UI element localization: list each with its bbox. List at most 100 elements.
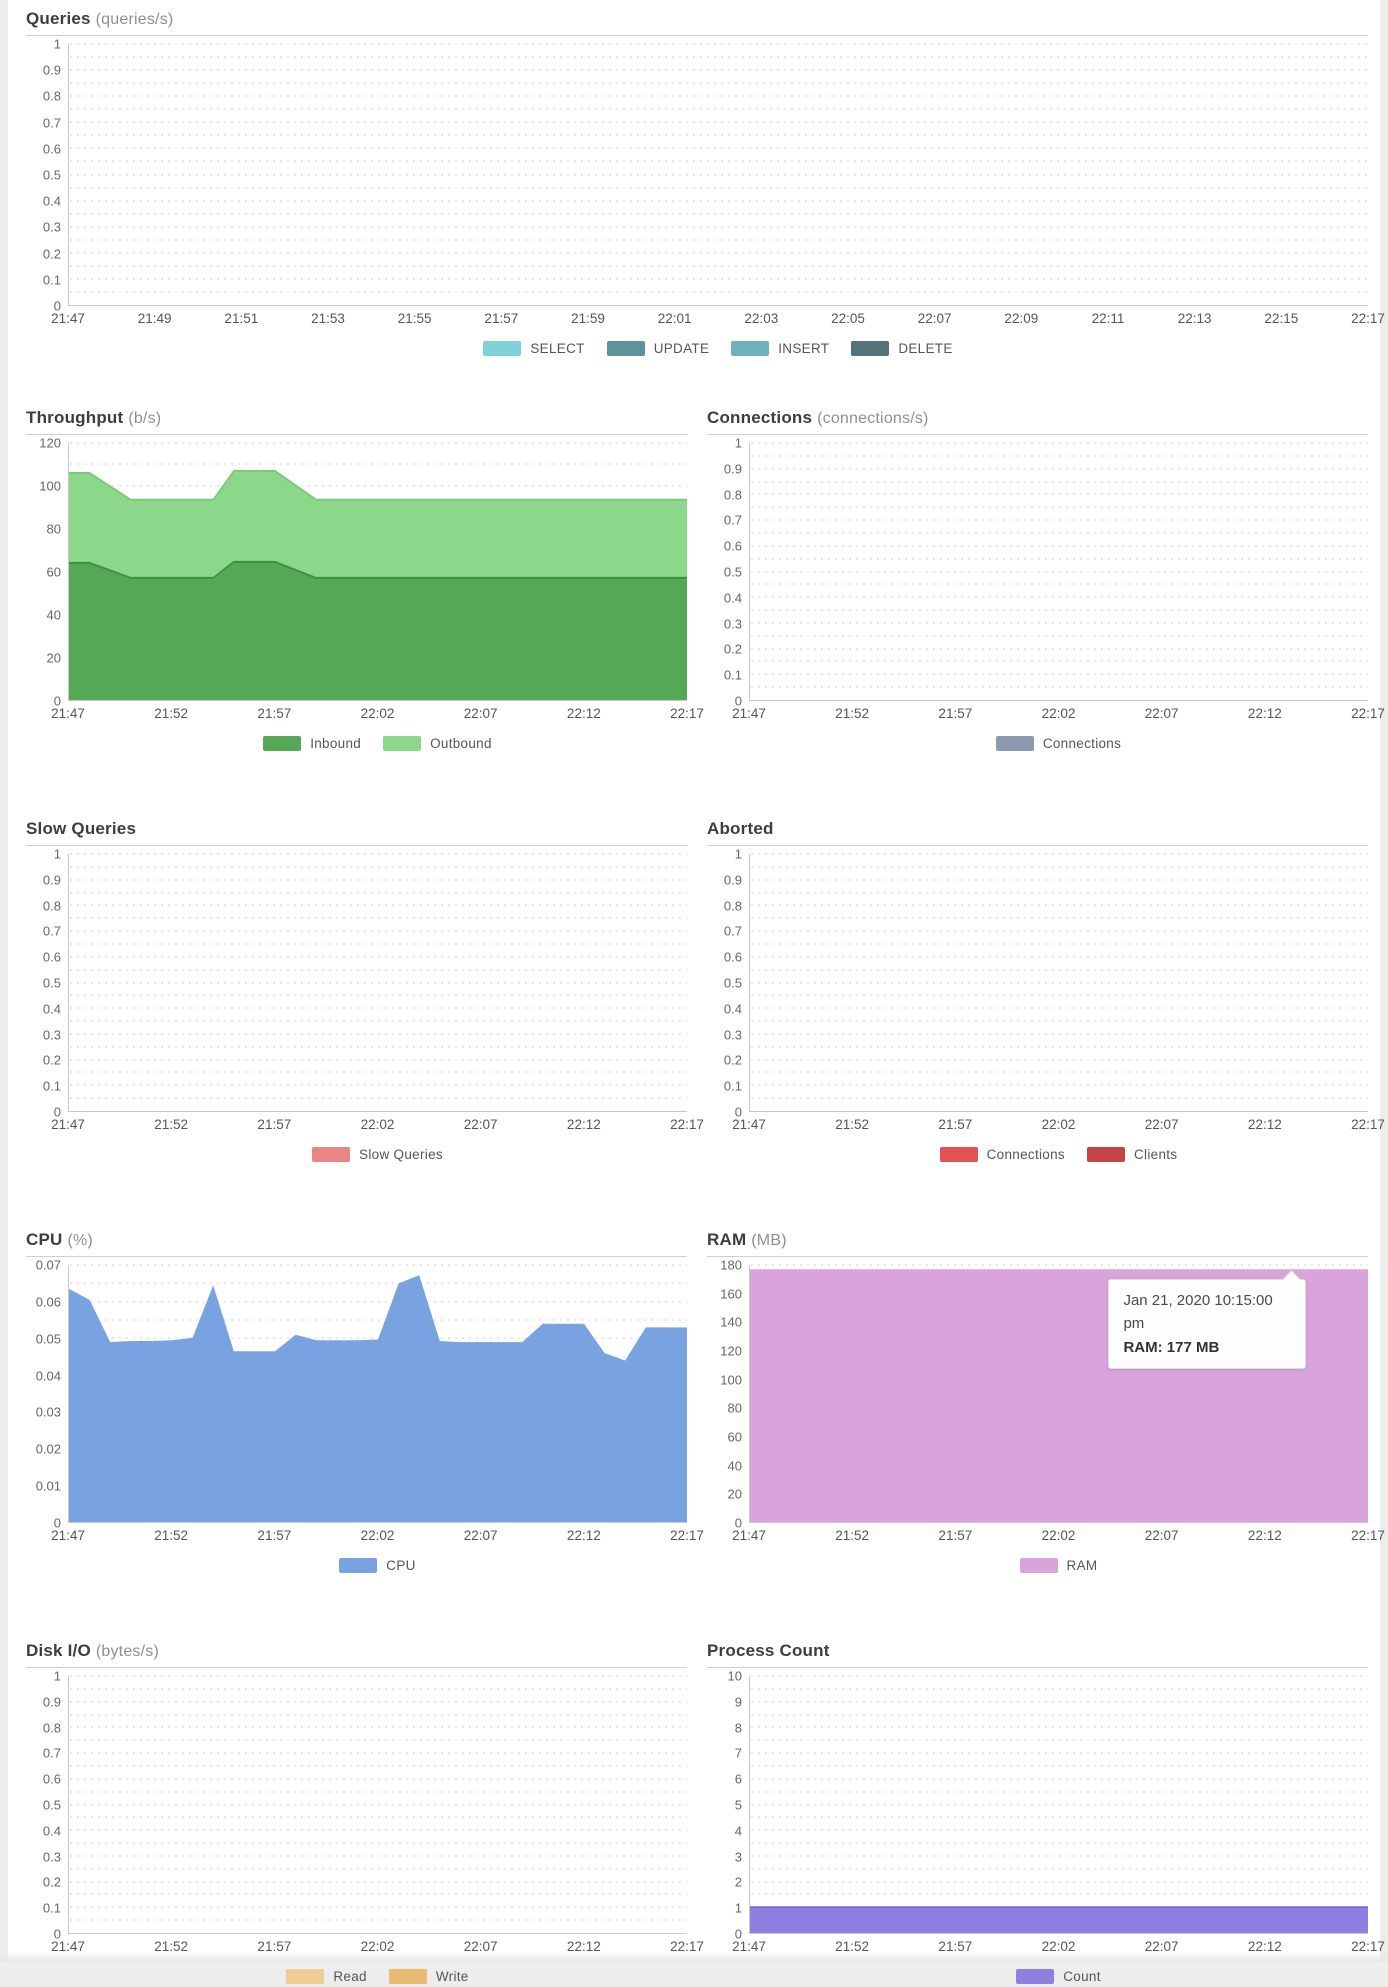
y-tick-label: 0.8 bbox=[42, 88, 61, 104]
x-tick-label: 22:05 bbox=[831, 311, 865, 326]
legend-item-update[interactable]: UPDATE bbox=[606, 341, 710, 356]
legend-item-read[interactable]: Read bbox=[286, 1969, 367, 1984]
legend-swatch bbox=[388, 1969, 427, 1984]
plot-area[interactable]: Jan 21, 2020 10:15:00 pm RAM: 177 MB bbox=[749, 1264, 1368, 1523]
chart-cpu: CPU (%) 0.07 0.06 0.05 0.04 0.03 0.02 0.01 0 21… bbox=[26, 1225, 704, 1576]
plot-row: 10 9 8 7 6 5 4 3 2 1 0 bbox=[707, 1670, 1368, 1941]
plot-area[interactable] bbox=[68, 43, 1368, 306]
y-tick-label: 60 bbox=[46, 564, 61, 580]
chart-title: Process Count bbox=[707, 1636, 1368, 1668]
x-tick-label: 22:17 bbox=[1351, 1528, 1385, 1543]
y-tick-label: 0.8 bbox=[42, 1720, 61, 1736]
x-tick-label: 22:17 bbox=[670, 706, 704, 721]
chart-row-5: Disk I/O (bytes/s) 1 0.9 0.8 0.7 0.6 0.5 0.4 0.… bbox=[26, 1636, 1385, 1987]
x-tick-label: 22:07 bbox=[463, 706, 498, 721]
chart-title: Queries (queries/s) bbox=[26, 4, 1368, 36]
y-tick-label: 0.1 bbox=[42, 1900, 61, 1916]
x-tick-label: 21:57 bbox=[938, 706, 973, 721]
x-tick-label: 22:11 bbox=[1091, 311, 1125, 326]
x-tick-label: 21:52 bbox=[154, 706, 189, 721]
legend-item-inbound[interactable]: Inbound bbox=[263, 736, 361, 751]
plot-area[interactable] bbox=[749, 853, 1368, 1112]
x-tick-label: 21:57 bbox=[484, 311, 519, 326]
legend-item-cpu[interactable]: CPU bbox=[339, 1558, 415, 1573]
y-tick-label: 0.8 bbox=[723, 898, 742, 914]
y-tick-label: 0 bbox=[53, 1104, 61, 1120]
legend-item-select[interactable]: SELECT bbox=[483, 341, 584, 356]
x-tick-label: 21:57 bbox=[938, 1939, 973, 1954]
plot-area[interactable] bbox=[68, 442, 687, 701]
legend-label: UPDATE bbox=[653, 341, 710, 356]
y-tick-label: 0 bbox=[734, 1104, 742, 1120]
y-tick-label: 100 bbox=[720, 1372, 742, 1388]
x-axis-labels: 21:47 21:52 21:57 22:02 22:07 22:12 22:17 bbox=[51, 1117, 704, 1139]
x-tick-label: 22:07 bbox=[463, 1117, 498, 1132]
y-axis-labels: 10 9 8 7 6 5 4 3 2 1 0 bbox=[707, 1670, 749, 1941]
legend-item-count[interactable]: Count bbox=[1016, 1969, 1101, 1984]
chart-title: Slow Queries bbox=[26, 814, 687, 846]
legend-item-ram[interactable]: RAM bbox=[1019, 1558, 1098, 1573]
series-area-inbound bbox=[69, 561, 687, 700]
y-tick-label: 0.5 bbox=[723, 975, 742, 991]
y-tick-label: 1 bbox=[53, 846, 61, 862]
legend-item-write[interactable]: Write bbox=[388, 1969, 469, 1984]
chart-title: Connections (connections/s) bbox=[707, 403, 1368, 435]
x-tick-label: 22:07 bbox=[1144, 1528, 1179, 1543]
legend-item-connections[interactable]: Connections bbox=[939, 1147, 1065, 1162]
y-tick-label: 0.1 bbox=[723, 1078, 742, 1094]
y-tick-label: 0.05 bbox=[35, 1331, 61, 1347]
chart-row-4: CPU (%) 0.07 0.06 0.05 0.04 0.03 0.02 0.01 0 21… bbox=[26, 1225, 1385, 1576]
x-tick-label: 22:17 bbox=[670, 1117, 704, 1132]
chart-title: Aborted bbox=[707, 814, 1368, 846]
y-tick-label: 0.2 bbox=[723, 1052, 742, 1068]
y-axis-labels: 1 0.9 0.8 0.7 0.6 0.5 0.4 0.3 0.2 0.1 0 bbox=[26, 38, 68, 313]
legend-swatch bbox=[263, 736, 302, 751]
x-tick-label: 21:57 bbox=[257, 1528, 292, 1543]
x-tick-label: 22:12 bbox=[566, 1117, 601, 1132]
y-tick-label: 0.2 bbox=[723, 641, 742, 657]
legend-item-outbound[interactable]: Outbound bbox=[383, 736, 492, 751]
y-tick-label: 0.5 bbox=[723, 564, 742, 580]
x-tick-label: 22:02 bbox=[360, 1117, 395, 1132]
legend-item-insert[interactable]: INSERT bbox=[731, 341, 829, 356]
x-tick-label: 21:47 bbox=[732, 1117, 766, 1132]
y-tick-label: 8 bbox=[734, 1720, 742, 1736]
x-tick-label: 21:47 bbox=[51, 1528, 85, 1543]
x-tick-label: 22:17 bbox=[1351, 1117, 1385, 1132]
chart-disk-io: Disk I/O (bytes/s) 1 0.9 0.8 0.7 0.6 0.5 0.4 0.… bbox=[26, 1636, 704, 1987]
legend-item-slow-queries[interactable]: Slow Queries bbox=[312, 1147, 443, 1162]
series-line-inbound bbox=[69, 560, 687, 579]
y-tick-label: 0.4 bbox=[42, 1823, 61, 1839]
plot-area[interactable] bbox=[68, 853, 687, 1112]
plot-area[interactable] bbox=[749, 442, 1368, 701]
legend-label: Clients bbox=[1133, 1147, 1178, 1162]
plot-area[interactable] bbox=[68, 1264, 687, 1523]
chart-tooltip: Jan 21, 2020 10:15:00 pm RAM: 177 MB bbox=[1108, 1279, 1307, 1369]
plot-area[interactable] bbox=[68, 1675, 687, 1934]
legend-label: Connections bbox=[986, 1147, 1065, 1162]
y-tick-label: 0 bbox=[53, 1926, 61, 1942]
y-tick-label: 0 bbox=[53, 1515, 61, 1531]
y-axis-labels: 1 0.9 0.8 0.7 0.6 0.5 0.4 0.3 0.2 0.1 0 bbox=[26, 848, 68, 1119]
legend-item-delete[interactable]: DELETE bbox=[851, 341, 952, 356]
x-tick-label: 22:17 bbox=[1351, 706, 1385, 721]
x-tick-label: 22:01 bbox=[657, 311, 692, 326]
x-tick-label: 21:52 bbox=[154, 1528, 189, 1543]
x-tick-label: 21:47 bbox=[51, 311, 85, 326]
x-tick-label: 21:53 bbox=[311, 311, 345, 326]
legend-item-clients[interactable]: Clients bbox=[1086, 1147, 1178, 1162]
dashboard: Queries (queries/s) 1 0.9 0.8 0.7 0.6 0.5 0.4 0… bbox=[8, 0, 1385, 1984]
legend: Count bbox=[749, 1961, 1368, 1987]
y-axis-labels: 0.07 0.06 0.05 0.04 0.03 0.02 0.01 0 bbox=[26, 1259, 68, 1530]
x-tick-label: 21:59 bbox=[571, 311, 605, 326]
x-tick-label: 22:07 bbox=[463, 1528, 498, 1543]
x-axis-labels: 21:47 21:52 21:57 22:02 22:07 22:12 22:17 bbox=[51, 706, 704, 728]
chart-process-count: Process Count 10 9 8 7 6 5 4 3 2 1 0 21:47 21:52 21:… bbox=[707, 1636, 1385, 1987]
plot-area[interactable] bbox=[749, 1675, 1368, 1934]
legend-item-connections[interactable]: Connections bbox=[995, 736, 1121, 751]
y-tick-label: 80 bbox=[727, 1400, 742, 1416]
y-tick-label: 180 bbox=[720, 1257, 742, 1273]
y-tick-label: 140 bbox=[720, 1314, 742, 1330]
y-tick-label: 0.1 bbox=[42, 1078, 61, 1094]
x-tick-label: 22:17 bbox=[670, 1528, 704, 1543]
